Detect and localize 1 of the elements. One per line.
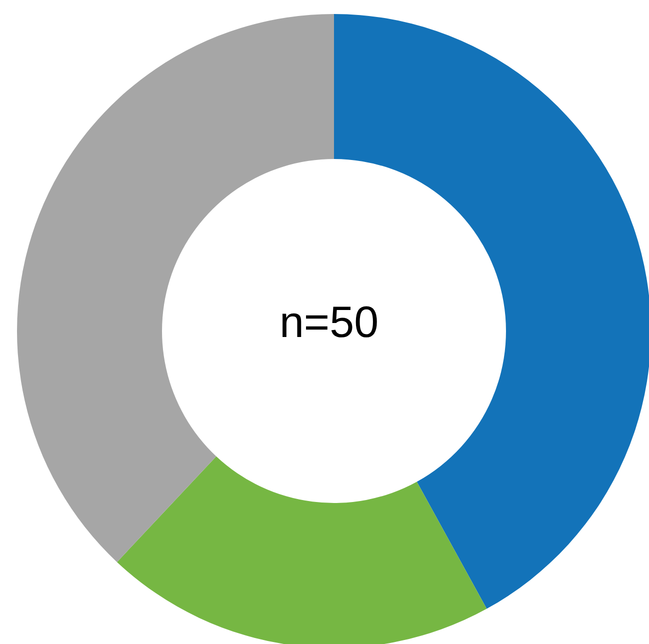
text: n=50 [278, 298, 380, 348]
